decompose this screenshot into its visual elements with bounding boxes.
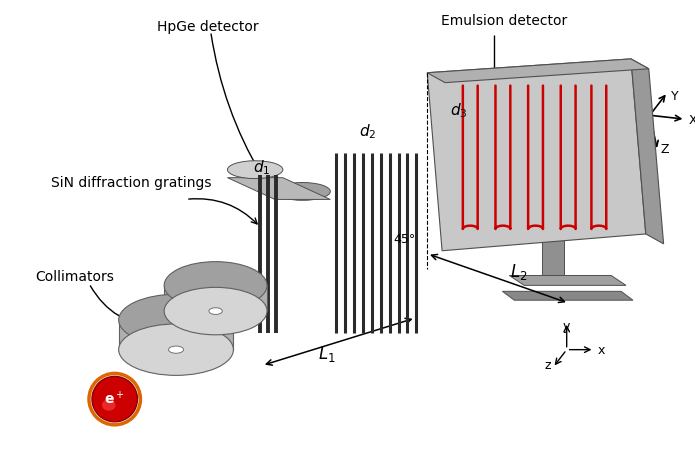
- Ellipse shape: [102, 399, 115, 411]
- Text: e$^+$: e$^+$: [104, 390, 125, 407]
- Text: HpGe detector: HpGe detector: [157, 20, 259, 34]
- Text: $d_1$: $d_1$: [253, 157, 270, 176]
- Text: X: X: [688, 113, 695, 126]
- Text: Collimators: Collimators: [35, 269, 115, 283]
- Ellipse shape: [119, 324, 234, 375]
- Text: Emulsion detector: Emulsion detector: [441, 14, 568, 28]
- Text: $L_1$: $L_1$: [318, 343, 335, 363]
- Polygon shape: [427, 60, 646, 251]
- Ellipse shape: [164, 288, 267, 335]
- Ellipse shape: [275, 183, 330, 201]
- Ellipse shape: [92, 376, 138, 422]
- Polygon shape: [164, 286, 267, 311]
- Ellipse shape: [209, 308, 222, 315]
- Polygon shape: [502, 291, 633, 301]
- Text: 45°: 45°: [393, 233, 416, 246]
- Text: Y: Y: [671, 90, 678, 103]
- Text: x: x: [597, 343, 605, 356]
- Text: $L_2$: $L_2$: [510, 261, 528, 281]
- Ellipse shape: [164, 262, 267, 309]
- Text: y: y: [563, 319, 571, 332]
- Polygon shape: [119, 320, 234, 350]
- Polygon shape: [542, 235, 564, 282]
- Polygon shape: [631, 60, 664, 244]
- Ellipse shape: [119, 295, 234, 346]
- Polygon shape: [227, 178, 330, 200]
- Ellipse shape: [227, 162, 283, 179]
- Text: $d_2$: $d_2$: [359, 122, 377, 141]
- Text: Z: Z: [661, 142, 669, 156]
- Text: $d_3$: $d_3$: [450, 101, 468, 120]
- Polygon shape: [427, 60, 648, 84]
- Polygon shape: [509, 276, 626, 286]
- Text: z: z: [544, 358, 551, 371]
- Text: SiN diffraction gratings: SiN diffraction gratings: [51, 175, 212, 189]
- Ellipse shape: [169, 346, 183, 353]
